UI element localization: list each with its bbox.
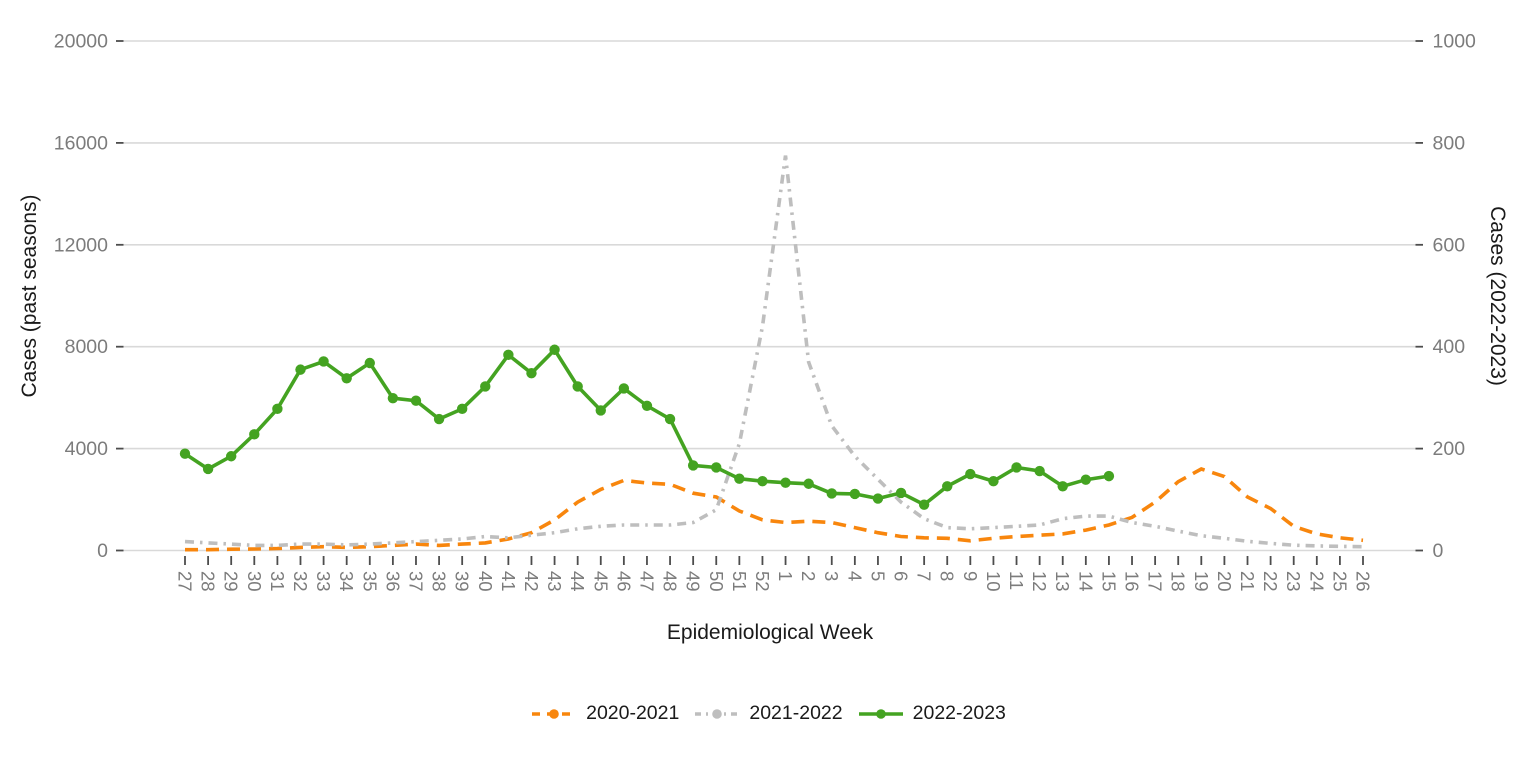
gridlines: [123, 40, 1416, 552]
svg-text:35: 35: [359, 571, 380, 592]
svg-text:9: 9: [960, 571, 981, 581]
svg-text:36: 36: [382, 571, 403, 592]
svg-text:38: 38: [429, 571, 450, 592]
svg-text:2: 2: [798, 571, 819, 581]
svg-text:26: 26: [1353, 571, 1374, 592]
legend-item-label: 2022-2023: [912, 702, 1006, 724]
svg-text:30: 30: [244, 571, 265, 592]
svg-text:37: 37: [405, 571, 426, 592]
svg-text:43: 43: [544, 571, 565, 592]
svg-text:28: 28: [198, 571, 219, 592]
svg-text:18: 18: [1168, 571, 1189, 592]
svg-text:31: 31: [267, 571, 288, 592]
svg-text:800: 800: [1433, 132, 1466, 154]
svg-text:24: 24: [1306, 571, 1327, 592]
svg-text:15: 15: [1098, 571, 1119, 592]
svg-text:51: 51: [729, 571, 750, 592]
svg-text:0: 0: [1433, 540, 1444, 562]
svg-text:29: 29: [221, 571, 242, 592]
legend-item-2022-2023: 2022-2023: [857, 702, 1006, 725]
svg-text:3: 3: [821, 571, 842, 581]
svg-text:41: 41: [498, 571, 519, 592]
svg-text:52: 52: [752, 571, 773, 592]
legend: 2020-2021 2021-2022 2022-2023: [0, 702, 1536, 725]
svg-text:46: 46: [613, 571, 634, 592]
svg-text:19: 19: [1191, 571, 1212, 592]
svg-text:1: 1: [775, 571, 796, 581]
svg-text:34: 34: [336, 571, 357, 592]
svg-text:7: 7: [914, 571, 935, 581]
svg-text:200: 200: [1433, 438, 1466, 460]
svg-text:1000: 1000: [1433, 31, 1477, 53]
x-axis-ticks: 27 28 29 30 31 32 33 34 35 36 37 38 39 40 41 42 43 44 45 46…: [175, 556, 1374, 592]
svg-text:44: 44: [567, 571, 588, 592]
svg-text:47: 47: [636, 571, 657, 592]
svg-text:25: 25: [1329, 571, 1350, 592]
svg-text:32: 32: [290, 571, 311, 592]
series-2022-2023-markers: [179, 344, 1115, 510]
y-axis-left-title: Cases (past seasons): [18, 194, 41, 398]
svg-text:45: 45: [590, 571, 611, 592]
legend-item-2021-2022: 2021-2022: [693, 702, 843, 725]
svg-text:20000: 20000: [54, 31, 108, 53]
legend-item-2020-2021: 2020-2021: [530, 702, 679, 725]
svg-text:13: 13: [1052, 571, 1073, 592]
svg-text:11: 11: [1006, 571, 1027, 590]
svg-text:27: 27: [175, 571, 196, 592]
svg-text:16: 16: [1122, 571, 1143, 592]
svg-text:17: 17: [1145, 571, 1166, 592]
svg-text:4000: 4000: [65, 438, 109, 460]
svg-text:50: 50: [706, 571, 727, 592]
svg-text:12: 12: [1029, 571, 1050, 592]
svg-text:48: 48: [660, 571, 681, 592]
svg-text:42: 42: [521, 571, 542, 592]
y-axis-left-ticks: 0 4000 8000 12000 16000 20000: [54, 31, 124, 562]
svg-text:16000: 16000: [54, 132, 108, 154]
series-2021-2022-line: [184, 155, 1364, 549]
series-2022-2023-line: [184, 346, 1110, 507]
svg-text:23: 23: [1283, 571, 1304, 592]
svg-text:400: 400: [1433, 336, 1466, 358]
legend-key-dashed-line-icon: [532, 708, 577, 719]
legend-item-label: 2020-2021: [586, 702, 680, 724]
svg-text:14: 14: [1075, 571, 1096, 592]
x-axis-title: Epidemiological Week: [666, 621, 874, 644]
svg-text:0: 0: [97, 540, 108, 562]
svg-text:40: 40: [475, 571, 496, 592]
svg-text:12000: 12000: [54, 234, 108, 256]
y-axis-right-title: Cases (2022-2023): [1486, 206, 1509, 386]
svg-text:39: 39: [452, 571, 473, 592]
svg-text:600: 600: [1433, 234, 1466, 256]
legend-key-dashdot-line-icon: [695, 708, 740, 719]
svg-text:10: 10: [983, 571, 1004, 592]
svg-text:6: 6: [891, 571, 912, 581]
legend-key-solid-line-icon: [858, 708, 903, 719]
svg-text:22: 22: [1260, 571, 1281, 592]
svg-text:21: 21: [1237, 571, 1258, 592]
series-2020-2021-line: [185, 467, 1364, 552]
svg-text:4: 4: [844, 571, 865, 581]
svg-text:8000: 8000: [65, 336, 109, 358]
svg-text:33: 33: [313, 571, 334, 592]
svg-text:8: 8: [937, 571, 958, 581]
svg-text:20: 20: [1214, 571, 1235, 592]
legend-item-label: 2021-2022: [749, 702, 843, 724]
svg-text:49: 49: [683, 571, 704, 592]
y-axis-right-ticks: 0 200 400 600 800 1000: [1415, 31, 1477, 562]
svg-text:5: 5: [867, 571, 888, 581]
